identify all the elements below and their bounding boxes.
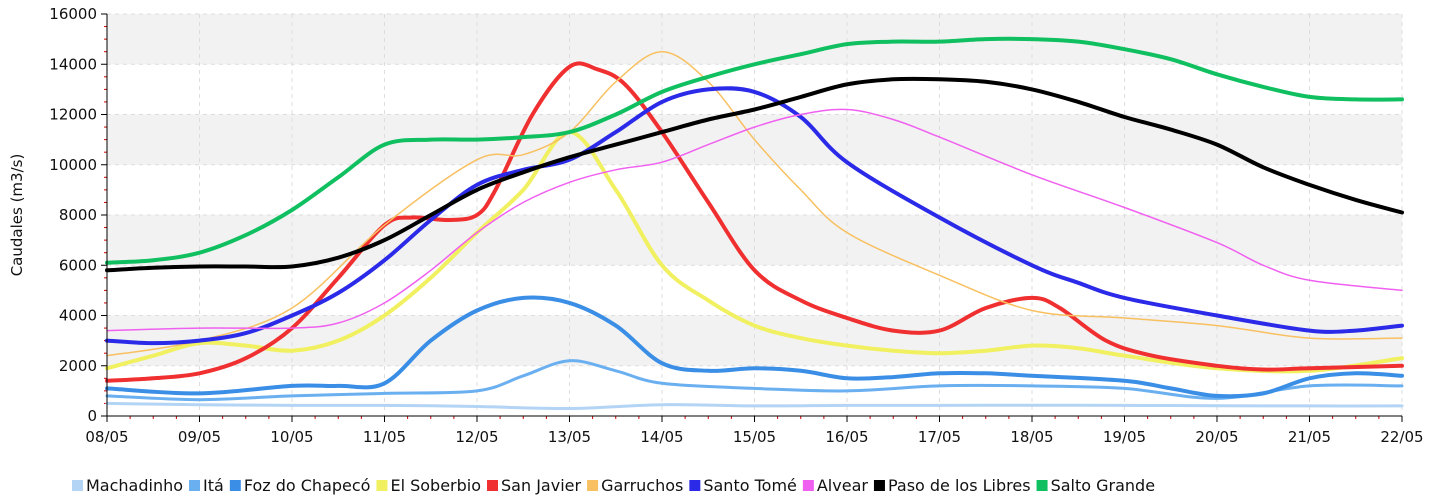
legend-swatch xyxy=(376,480,388,491)
x-tick: 10/05 xyxy=(270,416,362,446)
legend-item[interactable]: El Soberbio xyxy=(376,476,481,495)
x-tick: 12/05 xyxy=(455,416,547,446)
y-tick: 6000 xyxy=(59,227,107,274)
x-tick-label: 10/05 xyxy=(270,428,313,446)
y-axis-label: Caudales (m3/s) xyxy=(8,154,26,277)
legend-swatch xyxy=(189,480,201,491)
y-tick-label: 12000 xyxy=(49,106,97,124)
legend-label: Foz do Chapecó xyxy=(244,476,371,495)
x-tick-label: 08/05 xyxy=(85,428,128,446)
x-tick: 13/05 xyxy=(548,416,640,446)
legend-label: Itá xyxy=(203,476,224,495)
y-tick: 0 xyxy=(87,377,107,425)
x-tick: 18/05 xyxy=(1010,416,1102,446)
legend-item[interactable]: Machadinho xyxy=(72,476,183,495)
legend-swatch xyxy=(802,480,814,491)
y-tick-label: 14000 xyxy=(49,55,97,73)
legend-swatch xyxy=(72,480,83,491)
y-tick: 2000 xyxy=(59,327,107,375)
x-tick-label: 15/05 xyxy=(733,428,776,446)
y-tick: 16000 xyxy=(49,5,107,23)
legend-item[interactable]: San Javier xyxy=(487,476,581,495)
y-tick: 12000 xyxy=(49,76,107,124)
x-tick: 08/05 xyxy=(85,416,177,446)
series-line-machadinho xyxy=(105,401,1404,411)
x-tick: 11/05 xyxy=(363,416,455,446)
y-tick-label: 2000 xyxy=(59,357,97,375)
legend-label: El Soberbio xyxy=(390,476,481,495)
y-tick: 14000 xyxy=(49,26,107,73)
legend-item[interactable]: Salto Grande xyxy=(1036,476,1155,495)
series-line-paso-de-los-libres xyxy=(105,76,1404,273)
x-tick: 19/05 xyxy=(1103,416,1195,446)
series-line-it- xyxy=(105,359,1404,402)
series-line-foz-do-chapec- xyxy=(105,295,1404,399)
x-tick-label: 13/05 xyxy=(548,428,591,446)
x-tick-label: 20/05 xyxy=(1195,428,1238,446)
y-tick: 4000 xyxy=(59,277,107,325)
y-tick-label: 16000 xyxy=(49,5,97,23)
legend[interactable]: Machadinho Itá Foz do Chapecó El Soberbio Sa… xyxy=(72,476,1155,495)
x-tick-label: 21/05 xyxy=(1288,428,1331,446)
legend-swatch xyxy=(873,480,885,491)
y-tick-label: 8000 xyxy=(59,206,97,224)
legend-item[interactable]: Itá xyxy=(189,476,224,495)
y-tick-label: 0 xyxy=(87,407,97,425)
x-tick: 09/05 xyxy=(178,416,270,446)
x-tick-label: 12/05 xyxy=(455,428,498,446)
axes xyxy=(106,14,1402,417)
legend-label: Garruchos xyxy=(601,476,683,495)
series-line-el-soberbio xyxy=(105,130,1404,374)
x-tick: 16/05 xyxy=(825,416,917,446)
legend-label: San Javier xyxy=(501,476,581,495)
x-tick-label: 18/05 xyxy=(1010,428,1053,446)
x-tick-label: 14/05 xyxy=(640,428,683,446)
y-tick-label: 4000 xyxy=(59,307,97,325)
legend-swatch xyxy=(587,480,599,491)
x-tick: 22/05 xyxy=(1380,416,1424,446)
legend-item[interactable]: Alvear xyxy=(802,476,869,495)
x-tick: 14/05 xyxy=(640,416,732,446)
x-tick: 17/05 xyxy=(918,416,1010,446)
legend-swatch xyxy=(229,480,241,491)
x-axis-ticks: 08/05 09/05 10/05 11/05 12/05 13/05 14/05 15/05… xyxy=(85,416,1424,446)
y-axis-ticks: 0 2000 4000 6000 8000 10000 12000 14000 16000 xyxy=(49,5,107,425)
y-tick-label: 6000 xyxy=(59,256,97,274)
legend-swatch xyxy=(1036,480,1048,491)
legend-label: Santo Tomé xyxy=(703,476,797,495)
legend-swatch xyxy=(689,480,701,491)
y-tick: 10000 xyxy=(49,126,107,174)
series-lines xyxy=(105,36,1404,411)
x-tick-label: 11/05 xyxy=(363,428,406,446)
legend-item[interactable]: Foz do Chapecó xyxy=(229,476,371,495)
series-line-salto-grande xyxy=(105,36,1404,265)
series-line-alvear xyxy=(106,108,1403,332)
legend-label: Alvear xyxy=(817,476,869,495)
legend-swatch xyxy=(487,480,499,491)
legend-item[interactable]: Santo Tomé xyxy=(689,476,797,495)
x-tick: 20/05 xyxy=(1195,416,1287,446)
legend-label: Salto Grande xyxy=(1051,476,1155,495)
legend-item[interactable]: Garruchos xyxy=(587,476,683,495)
legend-item[interactable]: Paso de los Libres xyxy=(873,476,1031,495)
y-tick: 8000 xyxy=(59,176,107,224)
x-tick: 15/05 xyxy=(733,416,825,446)
legend-label: Paso de los Libres xyxy=(888,476,1031,495)
x-tick-label: 22/05 xyxy=(1380,428,1423,446)
series-line-san-javier xyxy=(105,61,1404,383)
y-tick-label: 10000 xyxy=(49,156,97,174)
x-tick-label: 16/05 xyxy=(825,428,868,446)
x-tick-label: 19/05 xyxy=(1103,428,1146,446)
legend-label: Machadinho xyxy=(86,476,183,495)
series-line-santo-tom- xyxy=(105,86,1404,346)
x-tick-label: 09/05 xyxy=(178,428,221,446)
x-tick: 21/05 xyxy=(1288,416,1380,446)
x-tick-label: 17/05 xyxy=(918,428,961,446)
